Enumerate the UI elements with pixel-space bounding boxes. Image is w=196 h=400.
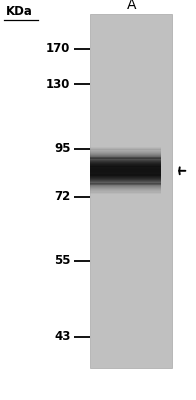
Bar (90, 153, 161, 155)
Bar (90, 183, 161, 186)
Bar (90, 184, 161, 187)
Bar (90, 176, 161, 178)
Bar (90, 179, 161, 181)
Bar (90, 164, 161, 167)
Bar (90, 161, 161, 163)
Bar (90, 148, 161, 151)
Text: 72: 72 (54, 190, 71, 203)
Bar (90, 182, 161, 185)
Bar (90, 187, 161, 189)
Bar (90, 172, 161, 174)
Bar (90, 165, 161, 168)
Text: 170: 170 (46, 42, 71, 55)
Bar (90, 190, 161, 192)
Bar (90, 178, 161, 180)
Bar (90, 180, 161, 182)
Bar (90, 171, 161, 173)
Bar (90, 169, 161, 171)
Bar (90, 181, 161, 184)
Bar (90, 170, 161, 172)
Text: KDa: KDa (6, 5, 33, 18)
Bar (90, 154, 161, 156)
Bar (90, 151, 161, 153)
Bar (90, 147, 161, 150)
Bar (90, 14, 172, 368)
Bar (90, 168, 161, 170)
Bar (90, 150, 161, 152)
Bar (90, 156, 161, 159)
Text: A: A (127, 0, 136, 12)
Bar (90, 188, 161, 190)
Text: 43: 43 (54, 330, 71, 343)
Text: 95: 95 (54, 142, 71, 155)
Bar (90, 191, 161, 194)
Bar (90, 176, 161, 179)
Text: 55: 55 (54, 254, 71, 267)
Bar (90, 157, 161, 160)
Bar (90, 186, 161, 188)
Bar (90, 163, 161, 166)
Bar (90, 158, 161, 161)
Bar (90, 173, 161, 176)
Bar (90, 155, 161, 158)
Text: 130: 130 (46, 78, 71, 90)
Bar (90, 174, 161, 177)
Bar (90, 160, 161, 162)
Bar (90, 189, 161, 192)
Bar (90, 152, 161, 154)
Bar (90, 162, 161, 164)
Bar (90, 166, 161, 169)
